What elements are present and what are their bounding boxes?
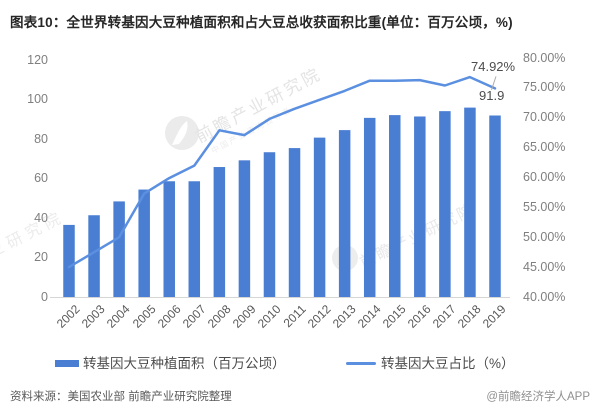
right-axis-tick-45.00%: 45.00%: [523, 259, 566, 274]
share-line: [67, 75, 497, 269]
chart-title: 图表10：全世界转基因大豆种植面积和占大豆总收获面积比重(单位：百万公顷，%): [10, 15, 513, 30]
right-axis-tick-75.00%: 75.00%: [523, 80, 566, 95]
bar-2007: [188, 181, 201, 297]
right-axis-tick-60.00%: 60.00%: [523, 170, 566, 184]
bar-2015: [389, 115, 401, 297]
left-axis-tick-0: 0: [41, 289, 48, 304]
bar-2004: [113, 201, 125, 297]
left-axis-tick-120: 120: [27, 52, 48, 67]
bar-2005: [138, 189, 150, 297]
watermark-logo: [165, 116, 199, 150]
credit-note: @前瞻经济学人APP: [486, 391, 590, 403]
left-axis-tick-40: 40: [34, 210, 48, 225]
left-axis-tick-60: 60: [34, 171, 48, 185]
bar-2012: [313, 137, 326, 297]
bar-2016: [414, 116, 426, 297]
bar-2008: [213, 167, 226, 297]
bar-2011: [288, 148, 301, 297]
bar-2017: [439, 111, 451, 298]
bar-2006: [163, 181, 175, 297]
left-axis-tick-20: 20: [34, 250, 48, 264]
bar-2013: [338, 130, 351, 297]
bar-2003: [88, 215, 100, 298]
source-note: 资料来源：美国农业部 前瞻产业研究院整理: [10, 391, 232, 403]
legend-bar-swatch: [55, 360, 79, 367]
legend: 转基因大豆种植面积（百万公顷） 转基因大豆占比（%）: [0, 351, 600, 375]
bar-2018: [464, 107, 476, 297]
annotation-leader-line: [491, 76, 497, 91]
right-axis-tick-65.00%: 65.00%: [523, 140, 566, 155]
annotation-line-2019-value: 74.92%: [471, 59, 516, 74]
bar-2009: [238, 160, 251, 297]
bar-2014: [363, 117, 376, 298]
right-axis-tick-40.00%: 40.00%: [523, 289, 566, 304]
right-axis-tick-70.00%: 70.00%: [523, 110, 566, 125]
right-axis-tick-55.00%: 55.00%: [523, 199, 566, 214]
right-axis-tick-50.00%: 50.00%: [523, 229, 566, 244]
legend-line-label: 转基因大豆占比（%）: [381, 356, 515, 371]
bar-2019: [489, 115, 501, 297]
bar-2002: [63, 224, 75, 297]
legend-bar-label: 转基因大豆种植面积（百万公顷）: [83, 356, 286, 371]
left-axis-tick-80: 80: [34, 131, 48, 146]
legend-line-swatch: [346, 362, 376, 365]
right-axis-tick-80.00%: 80.00%: [523, 50, 566, 65]
left-axis-tick-100: 100: [27, 92, 48, 106]
annotation-bar-2019-value: 91.9: [479, 88, 505, 103]
bar-2010: [263, 152, 276, 297]
